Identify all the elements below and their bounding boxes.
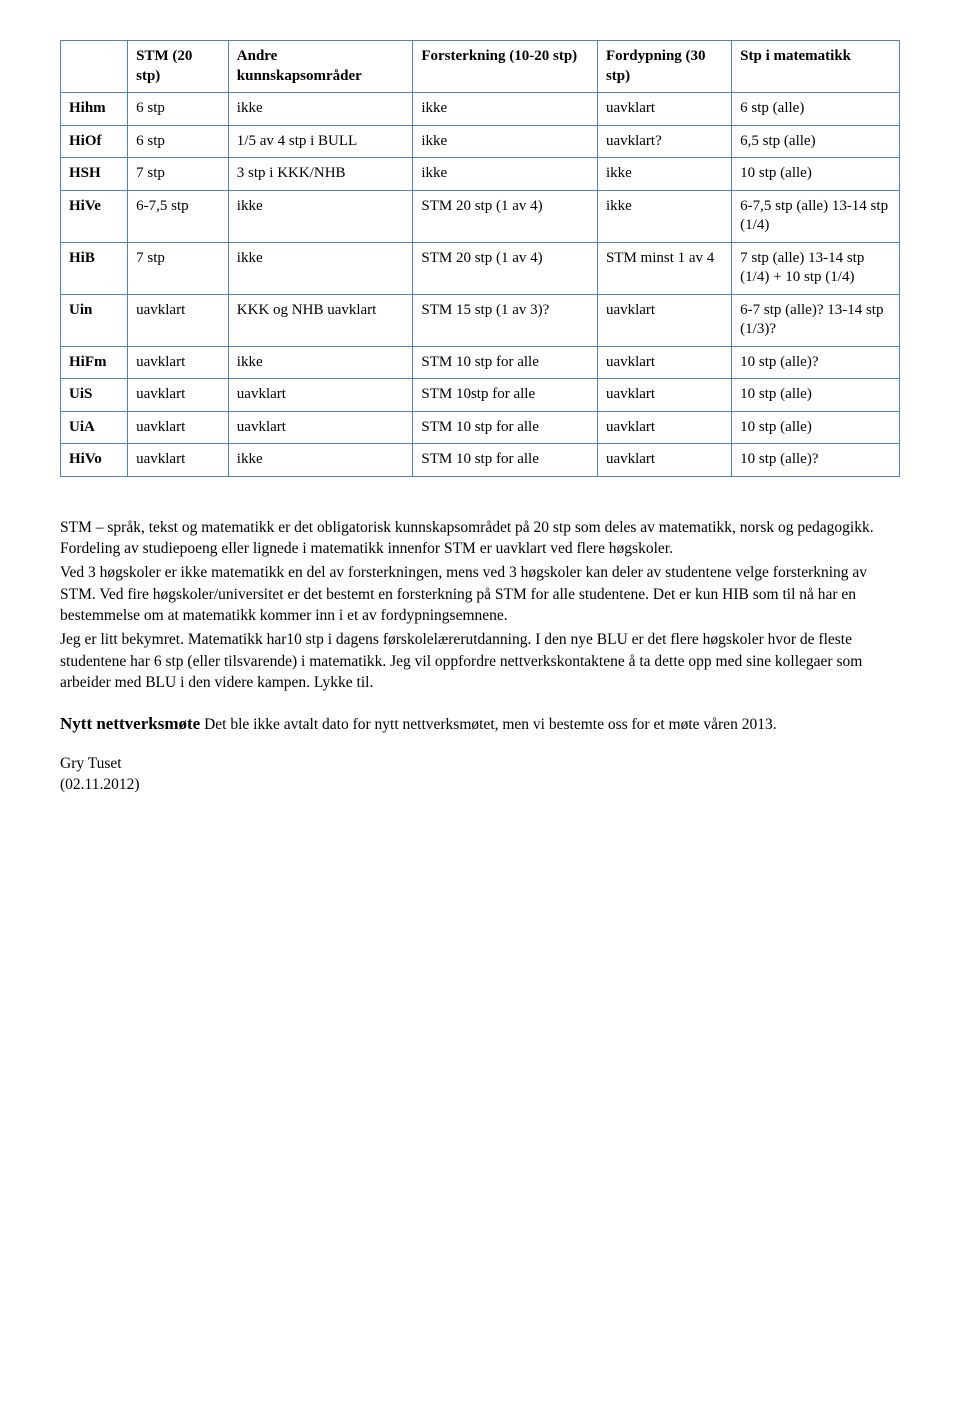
table-cell: HiVo	[61, 444, 128, 477]
table-cell: ikke	[228, 190, 413, 242]
table-cell: 7 stp	[128, 158, 229, 191]
table-cell: Uin	[61, 294, 128, 346]
table-row: UiSuavklartuavklartSTM 10stp for alleuav…	[61, 379, 900, 412]
table-cell: 10 stp (alle)	[732, 158, 900, 191]
table-cell: uavklart	[228, 379, 413, 412]
table-cell: STM 10 stp for alle	[413, 346, 598, 379]
table-cell: uavklart	[597, 411, 731, 444]
table-cell: uavklart	[128, 294, 229, 346]
table-cell: ikke	[228, 346, 413, 379]
signature-name: Gry Tuset	[60, 754, 900, 775]
table-cell: STM 10 stp for alle	[413, 444, 598, 477]
table-row: HiB7 stpikkeSTM 20 stp (1 av 4)STM minst…	[61, 242, 900, 294]
table-cell: KKK og NHB uavklart	[228, 294, 413, 346]
table-cell: ikke	[413, 158, 598, 191]
table-cell: 6-7 stp (alle)? 13-14 stp (1/3)?	[732, 294, 900, 346]
table-cell: HiVe	[61, 190, 128, 242]
table-cell: 6-7,5 stp	[128, 190, 229, 242]
data-table: STM (20 stp) Andre kunnskapsområder Fors…	[60, 40, 900, 477]
table-cell: uavklart	[597, 346, 731, 379]
signature-block: Gry Tuset (02.11.2012)	[60, 754, 900, 796]
table-cell: ikke	[228, 444, 413, 477]
paragraph-3: Jeg er litt bekymret. Matematikk har10 s…	[60, 629, 900, 694]
meeting-section: Nytt nettverksmøte Det ble ikke avtalt d…	[60, 714, 900, 734]
table-cell: uavklart	[597, 444, 731, 477]
col-header-stm: STM (20 stp)	[128, 41, 229, 93]
table-cell: 3 stp i KKK/NHB	[228, 158, 413, 191]
table-cell: ikke	[228, 242, 413, 294]
table-row: HiVe6-7,5 stpikkeSTM 20 stp (1 av 4)ikke…	[61, 190, 900, 242]
col-header-andre: Andre kunnskapsområder	[228, 41, 413, 93]
table-cell: 6 stp	[128, 125, 229, 158]
body-paragraphs: STM – språk, tekst og matematikk er det …	[60, 517, 900, 695]
table-cell: HiFm	[61, 346, 128, 379]
table-cell: 10 stp (alle)?	[732, 444, 900, 477]
table-cell: uavklart	[128, 411, 229, 444]
table-cell: 6,5 stp (alle)	[732, 125, 900, 158]
col-header-stp: Stp i matematikk	[732, 41, 900, 93]
table-cell: 6 stp (alle)	[732, 93, 900, 126]
table-body: Hihm6 stpikkeikkeuavklart6 stp (alle)HiO…	[61, 93, 900, 477]
signature-date: (02.11.2012)	[60, 775, 900, 796]
table-cell: UiS	[61, 379, 128, 412]
table-cell: STM 20 stp (1 av 4)	[413, 190, 598, 242]
table-cell: Hihm	[61, 93, 128, 126]
table-cell: HiB	[61, 242, 128, 294]
table-cell: uavklart	[128, 379, 229, 412]
col-header-blank	[61, 41, 128, 93]
table-row: HiVouavklartikkeSTM 10 stp for alleuavkl…	[61, 444, 900, 477]
table-header-row: STM (20 stp) Andre kunnskapsområder Fors…	[61, 41, 900, 93]
table-cell: 6-7,5 stp (alle) 13-14 stp (1/4)	[732, 190, 900, 242]
table-cell: 7 stp	[128, 242, 229, 294]
table-cell: uavklart	[128, 346, 229, 379]
table-cell: uavklart	[597, 93, 731, 126]
meeting-heading-rest: Det ble ikke avtalt dato for nytt nettve…	[200, 716, 776, 733]
table-cell: 6 stp	[128, 93, 229, 126]
table-cell: STM 10 stp for alle	[413, 411, 598, 444]
col-header-fordypning: Fordypning (30 stp)	[597, 41, 731, 93]
table-cell: 10 stp (alle)	[732, 379, 900, 412]
table-cell: ikke	[228, 93, 413, 126]
table-row: HSH7 stp3 stp i KKK/NHBikkeikke10 stp (a…	[61, 158, 900, 191]
table-cell: STM 10stp for alle	[413, 379, 598, 412]
table-cell: HSH	[61, 158, 128, 191]
table-cell: uavklart	[597, 379, 731, 412]
table-row: UiAuavklartuavklartSTM 10 stp for alleua…	[61, 411, 900, 444]
table-cell: STM 20 stp (1 av 4)	[413, 242, 598, 294]
table-cell: 7 stp (alle) 13-14 stp (1/4) + 10 stp (1…	[732, 242, 900, 294]
table-row: Hihm6 stpikkeikkeuavklart6 stp (alle)	[61, 93, 900, 126]
table-cell: uavklart	[128, 444, 229, 477]
table-cell: 1/5 av 4 stp i BULL	[228, 125, 413, 158]
table-row: HiOf6 stp1/5 av 4 stp i BULLikkeuavklart…	[61, 125, 900, 158]
table-cell: 10 stp (alle)	[732, 411, 900, 444]
table-cell: uavklart?	[597, 125, 731, 158]
table-cell: STM 15 stp (1 av 3)?	[413, 294, 598, 346]
meeting-heading-bold: Nytt nettverksmøte	[60, 714, 200, 733]
table-cell: uavklart	[597, 294, 731, 346]
table-cell: STM minst 1 av 4	[597, 242, 731, 294]
paragraph-1: STM – språk, tekst og matematikk er det …	[60, 517, 900, 560]
table-row: UinuavklartKKK og NHB uavklartSTM 15 stp…	[61, 294, 900, 346]
table-cell: ikke	[597, 158, 731, 191]
paragraph-2: Ved 3 høgskoler er ikke matematikk en de…	[60, 562, 900, 627]
col-header-forsterkning: Forsterkning (10-20 stp)	[413, 41, 598, 93]
table-cell: 10 stp (alle)?	[732, 346, 900, 379]
table-cell: ikke	[413, 93, 598, 126]
table-cell: HiOf	[61, 125, 128, 158]
table-cell: ikke	[597, 190, 731, 242]
table-cell: uavklart	[228, 411, 413, 444]
table-cell: ikke	[413, 125, 598, 158]
table-cell: UiA	[61, 411, 128, 444]
table-row: HiFmuavklartikkeSTM 10 stp for alleuavkl…	[61, 346, 900, 379]
